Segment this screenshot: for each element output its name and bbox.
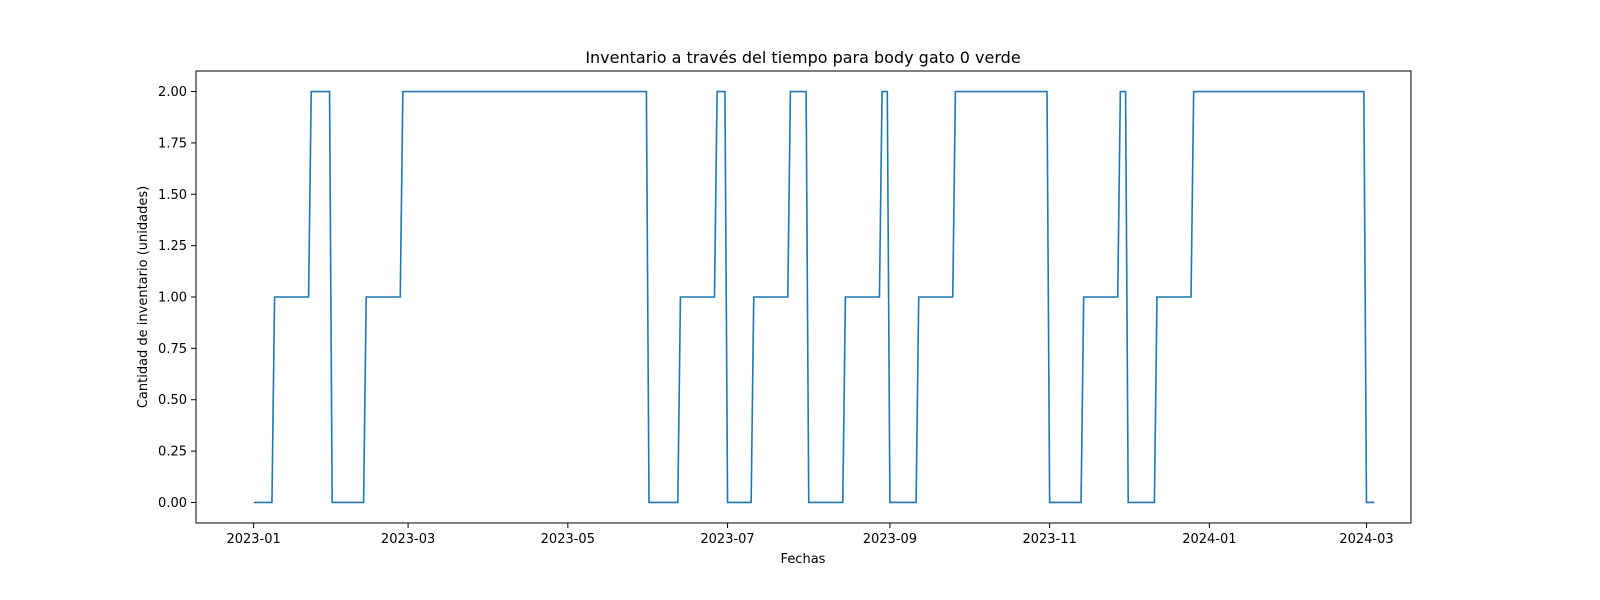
y-tick-label: 1.50 [158, 188, 187, 203]
y-tick-label: 1.00 [158, 291, 187, 306]
x-tick-label: 2023-09 [863, 532, 917, 547]
y-tick-label: 0.00 [158, 496, 187, 511]
y-tick-label: 0.50 [158, 393, 187, 408]
y-axis-label: Cantidad de inventario (unidades) [136, 186, 151, 408]
x-tick-label: 2024-01 [1182, 532, 1236, 547]
y-tick-label: 0.75 [158, 342, 187, 357]
chart-title: Inventario a través del tiempo para body… [585, 48, 1020, 67]
x-tick-label: 2023-05 [541, 532, 595, 547]
y-tick-label: 1.25 [158, 239, 187, 254]
y-tick-label: 2.00 [158, 85, 187, 100]
x-tick-label: 2023-11 [1022, 532, 1076, 547]
x-axis-ticks: 2023-01 2023-03 2023-05 2023-07 2023-09 2023-… [226, 523, 1394, 547]
series-line [253, 90, 1375, 504]
x-axis-label: Fechas [781, 552, 826, 567]
x-tick-label: 2023-07 [700, 532, 754, 547]
y-tick-label: 1.75 [158, 136, 187, 151]
x-tick-label: 2024-03 [1339, 532, 1393, 547]
y-tick-label: 0.25 [158, 445, 187, 460]
y-axis-ticks: 0.00 0.25 0.50 0.75 1.00 1.25 1.50 1.75 2.00 [158, 85, 196, 511]
x-tick-label: 2023-03 [381, 532, 435, 547]
x-tick-label: 2023-01 [226, 532, 280, 547]
